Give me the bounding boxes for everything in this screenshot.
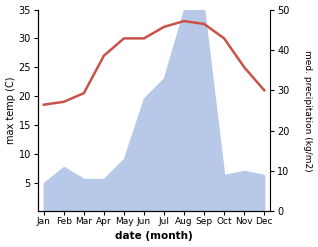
Y-axis label: max temp (C): max temp (C) bbox=[5, 77, 16, 144]
X-axis label: date (month): date (month) bbox=[115, 231, 193, 242]
Y-axis label: med. precipitation (kg/m2): med. precipitation (kg/m2) bbox=[303, 50, 313, 171]
